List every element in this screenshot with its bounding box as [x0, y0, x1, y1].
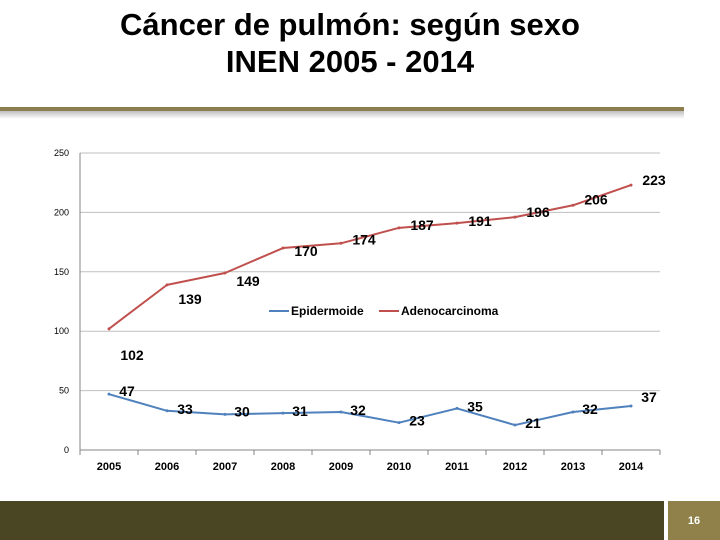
x-tick-label: 2014 [619, 461, 644, 473]
data-label: 174 [352, 231, 376, 247]
data-point [513, 423, 517, 427]
data-point [165, 409, 169, 413]
data-label: 223 [642, 172, 666, 188]
y-tick-label: 250 [54, 148, 69, 158]
data-point [339, 410, 343, 414]
data-point [397, 226, 401, 230]
data-label: 21 [525, 415, 541, 431]
line-chart: 0 50 100 150 200 250 2005 2006 2007 2008 2009 2010 2… [54, 148, 666, 473]
data-point [571, 410, 575, 414]
title-divider [0, 107, 684, 111]
data-point [107, 392, 111, 396]
footer-bar [0, 501, 664, 540]
title-divider-shadow [0, 111, 684, 119]
data-label: 23 [409, 413, 425, 429]
data-label: 33 [177, 401, 193, 417]
page-number: 16 [687, 514, 701, 527]
data-point [107, 327, 111, 331]
page-number-box: 16 [668, 501, 720, 540]
y-tick-label: 150 [54, 267, 69, 277]
y-tick-label: 100 [54, 326, 69, 336]
data-point [281, 246, 285, 250]
data-label: 187 [410, 217, 434, 233]
data-point [223, 412, 227, 416]
x-tick-label: 2011 [445, 461, 469, 473]
x-tick-label: 2010 [387, 461, 411, 473]
data-point [397, 421, 401, 425]
x-tick-label: 2013 [561, 461, 585, 473]
slide-title: Cáncer de pulmón: según sexo INEN 2005 -… [0, 6, 700, 80]
data-point [629, 183, 633, 187]
data-label: 139 [178, 291, 202, 307]
series-line-adenocarcinoma [108, 184, 632, 330]
legend-label: Epidermoide [291, 304, 364, 318]
data-label: 30 [234, 403, 250, 419]
data-point [165, 283, 169, 287]
data-label: 102 [120, 347, 144, 363]
data-label: 206 [584, 191, 608, 207]
x-tick-label: 2009 [329, 461, 353, 473]
footer-gap [664, 501, 668, 540]
data-point [513, 215, 517, 219]
y-tick-label: 50 [59, 386, 69, 396]
x-tick-label: 2007 [213, 461, 237, 473]
x-tick-label: 2005 [97, 461, 121, 473]
data-label: 35 [467, 398, 483, 414]
y-tick-label: 200 [54, 207, 69, 217]
data-point [455, 221, 459, 225]
data-label: 191 [468, 213, 492, 229]
data-point [223, 271, 227, 275]
data-point [629, 404, 633, 408]
data-label: 32 [582, 401, 598, 417]
legend-label: Adenocarcinoma [401, 304, 499, 318]
data-label: 196 [526, 204, 550, 220]
data-point [281, 411, 285, 415]
data-label: 47 [119, 383, 135, 399]
data-point [571, 203, 575, 207]
x-tick-label: 2008 [271, 461, 295, 473]
data-label: 31 [292, 403, 308, 419]
slide-title-line1: Cáncer de pulmón: según sexo [120, 7, 580, 42]
data-label: 170 [294, 243, 318, 259]
data-label: 37 [641, 389, 657, 405]
data-point [455, 406, 459, 410]
x-tick-label: 2012 [503, 461, 527, 473]
series-line-epidermoide [108, 393, 632, 427]
slide-title-line2: INEN 2005 - 2014 [225, 44, 475, 79]
data-label: 32 [350, 402, 366, 418]
data-point [339, 241, 343, 245]
data-label: 149 [236, 273, 260, 289]
x-tick-label: 2006 [155, 461, 179, 473]
y-tick-label: 0 [64, 445, 69, 455]
